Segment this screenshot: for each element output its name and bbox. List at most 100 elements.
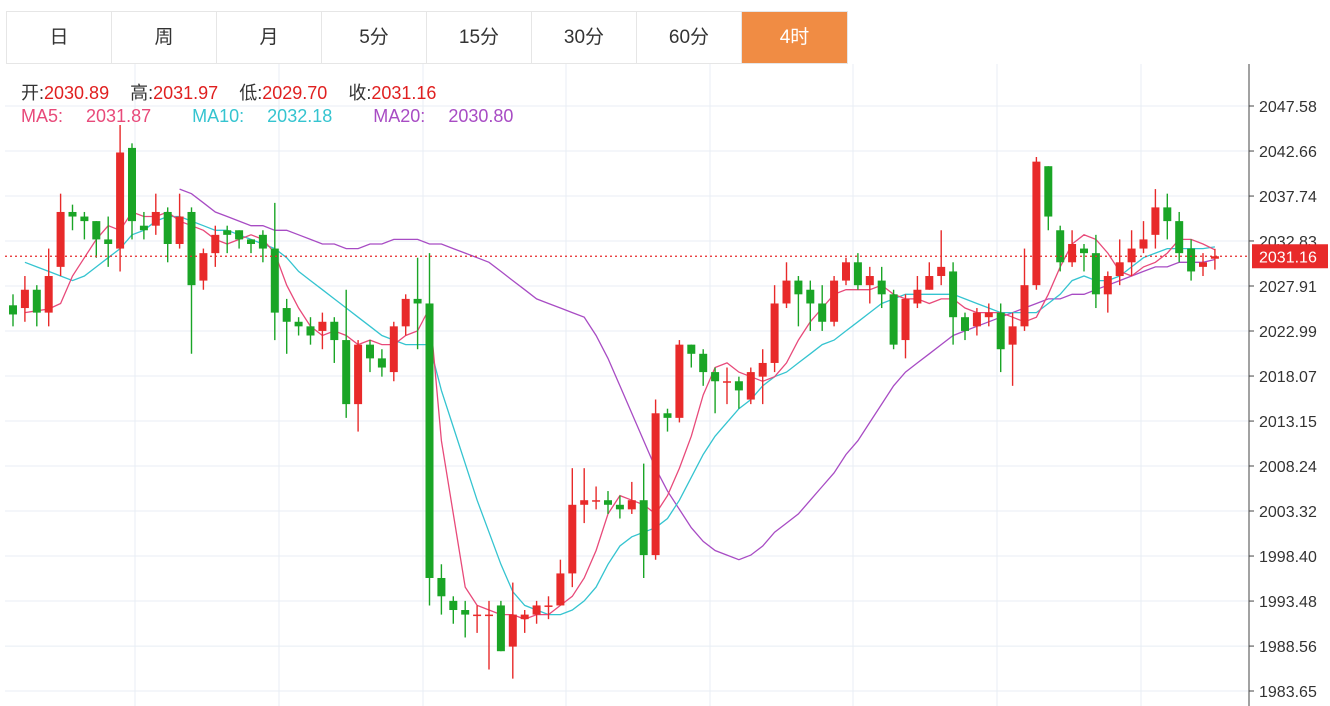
- y-tick-label: 2018.07: [1259, 369, 1317, 386]
- ma5-line: [24, 211, 1216, 620]
- candle-body: [270, 248, 279, 313]
- candle-body: [389, 326, 398, 373]
- candle-body: [925, 276, 934, 290]
- candle-body: [104, 239, 113, 244]
- candle-body: [473, 614, 482, 617]
- candle-body: [651, 413, 660, 556]
- candle: [258, 230, 267, 263]
- candle: [223, 225, 232, 254]
- candle: [270, 202, 279, 341]
- candle: [20, 276, 29, 322]
- candle-body: [68, 211, 77, 217]
- candle-body: [996, 312, 1005, 350]
- y-tick-label: 1983.65: [1259, 684, 1317, 701]
- candle-body: [139, 225, 148, 231]
- candle: [1020, 248, 1029, 331]
- y-axis: 2047.582042.662037.742032.832027.912022.…: [5, 99, 1328, 701]
- candle-body: [32, 289, 41, 313]
- candle-body: [806, 289, 815, 304]
- candle-body: [1127, 248, 1136, 263]
- ma5-value: 2031.87: [86, 106, 152, 126]
- candle-body: [972, 312, 981, 327]
- candle-body: [282, 308, 291, 322]
- candle-body: [461, 610, 470, 615]
- candle: [1151, 189, 1160, 249]
- candle-body: [366, 344, 374, 359]
- kline-chart[interactable]: 2047.582042.662037.742032.832027.912022.…: [0, 64, 1330, 706]
- candle: [1187, 239, 1196, 281]
- candle-body: [175, 216, 184, 244]
- candle: [770, 285, 779, 373]
- tab-5min[interactable]: 5分: [322, 12, 427, 63]
- candle: [782, 262, 791, 309]
- candle: [116, 125, 125, 272]
- candle: [937, 230, 946, 286]
- candle: [496, 600, 505, 652]
- candle: [1175, 211, 1184, 263]
- candle: [306, 317, 315, 345]
- candle-body: [1008, 326, 1017, 345]
- candle-body: [1068, 243, 1077, 263]
- tab-month[interactable]: 月: [217, 12, 322, 63]
- candle: [44, 248, 53, 327]
- y-tick-label: 2013.15: [1259, 414, 1317, 431]
- candle: [187, 207, 196, 354]
- candle-body: [401, 298, 410, 327]
- candle: [520, 610, 529, 633]
- candle: [1115, 239, 1124, 286]
- candle-body: [330, 321, 339, 341]
- tab-week[interactable]: 周: [112, 12, 217, 63]
- candlesticks: [9, 125, 1219, 679]
- candle: [330, 317, 339, 363]
- candle: [1080, 243, 1088, 272]
- candle: [758, 349, 767, 405]
- candle-body: [520, 614, 529, 620]
- kline-chart-area[interactable]: 2047.58 2042.66 2037.74 2032.83 2027.91 2022.…: [0, 64, 1330, 706]
- ohlc-readout: 开:2030.89 高:2031.97 低:2029.70 收:2031.16: [21, 79, 452, 105]
- candle-body: [20, 289, 29, 309]
- candle-body: [937, 266, 946, 277]
- y-tick-label: 2022.99: [1259, 324, 1317, 341]
- candle: [68, 204, 77, 231]
- candle-body: [294, 321, 303, 327]
- candle: [425, 253, 434, 606]
- candle: [377, 349, 386, 377]
- candle: [1008, 312, 1017, 386]
- tab-4hour[interactable]: 4时: [742, 12, 847, 63]
- tab-day[interactable]: 日: [7, 12, 112, 63]
- ma10-label: MA10:: [192, 106, 245, 126]
- candle-body: [818, 303, 827, 322]
- candle: [972, 308, 981, 336]
- y-tick-label: 2003.32: [1259, 504, 1317, 521]
- candle: [853, 253, 862, 290]
- low-label: 低:: [239, 83, 263, 103]
- candle: [92, 221, 101, 258]
- candle-body: [639, 500, 648, 556]
- candle: [580, 468, 589, 524]
- candle-body: [853, 262, 862, 286]
- y-tick-label: 2042.66: [1259, 144, 1317, 161]
- candle-body: [568, 504, 577, 574]
- candle-body: [56, 211, 65, 267]
- candle-body: [699, 353, 708, 373]
- candle: [9, 294, 17, 327]
- candle-body: [604, 500, 612, 505]
- tab-15min[interactable]: 15分: [427, 12, 532, 63]
- high-label: 高:: [130, 83, 154, 103]
- candle: [746, 367, 755, 405]
- tab-60min[interactable]: 60分: [637, 12, 742, 63]
- candle: [877, 266, 886, 309]
- candle-body: [1103, 276, 1112, 295]
- candle-body: [758, 362, 767, 377]
- candle-body: [258, 234, 267, 249]
- candle-body: [1187, 248, 1196, 272]
- ma20-readout: MA20: 2030.80: [373, 106, 531, 126]
- candle-body: [1091, 253, 1100, 295]
- candle: [128, 143, 136, 240]
- candle: [675, 340, 684, 423]
- candle: [389, 321, 398, 382]
- candle: [687, 344, 696, 368]
- tab-30min[interactable]: 30分: [532, 12, 637, 63]
- candle-body: [1080, 248, 1088, 254]
- candle-body: [615, 504, 624, 510]
